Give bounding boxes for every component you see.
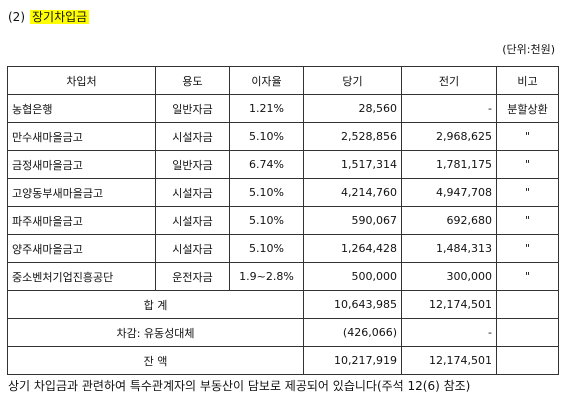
note-cell: "	[496, 262, 559, 291]
lender-cell: 중소벤처기업진흥공단	[7, 262, 156, 291]
unit-label: (단위:천원)	[502, 43, 555, 56]
total-current: 10,643,985	[303, 290, 402, 319]
rate-cell: 5.10%	[229, 122, 304, 151]
balance-label: 잔 액	[7, 346, 304, 375]
prior-cell: 1,781,175	[401, 150, 497, 179]
lender-cell: 농협은행	[7, 94, 156, 123]
lender-cell: 양주새마을금고	[7, 234, 156, 263]
lender-cell: 만수새마을금고	[7, 122, 156, 151]
header-prior: 전기	[401, 66, 497, 95]
header-rate: 이자율	[229, 66, 304, 95]
table-row: 만수새마을금고 시설자금 5.10% 2,528,856 2,968,625 "	[7, 122, 559, 151]
total-row: 합 계 10,643,985 12,174,501	[7, 290, 559, 319]
section-number: (2)	[8, 10, 25, 24]
reclass-row: 차감: 유동성대체 (426,066) -	[7, 318, 559, 347]
rate-cell: 5.10%	[229, 206, 304, 235]
prior-cell: 4,947,708	[401, 178, 497, 207]
rate-cell: 1.21%	[229, 94, 304, 123]
header-note: 비고	[496, 66, 559, 95]
total-prior: 12,174,501	[401, 290, 497, 319]
current-cell: 590,067	[303, 206, 402, 235]
balance-note	[496, 346, 559, 375]
balance-row: 잔 액 10,217,919 12,174,501	[7, 346, 559, 375]
table-header-row: 차입처 용도 이자율 당기 전기 비고	[7, 66, 559, 95]
note-cell: "	[496, 178, 559, 207]
rate-cell: 5.10%	[229, 178, 304, 207]
purpose-cell: 일반자금	[155, 150, 230, 179]
prior-cell: 300,000	[401, 262, 497, 291]
purpose-cell: 시설자금	[155, 122, 230, 151]
rate-cell: 5.10%	[229, 234, 304, 263]
prior-cell: 1,484,313	[401, 234, 497, 263]
purpose-cell: 일반자금	[155, 94, 230, 123]
note-cell: "	[496, 234, 559, 263]
prior-cell: 2,968,625	[401, 122, 497, 151]
balance-current: 10,217,919	[303, 346, 402, 375]
note-cell: "	[496, 150, 559, 179]
header-current: 당기	[303, 66, 402, 95]
table-row: 고양동부새마을금고 시설자금 5.10% 4,214,760 4,947,708…	[7, 178, 559, 207]
current-cell: 500,000	[303, 262, 402, 291]
table-row: 농협은행 일반자금 1.21% 28,560 - 분할상환	[7, 94, 559, 123]
current-cell: 1,264,428	[303, 234, 402, 263]
reclass-prior: -	[401, 318, 497, 347]
note-cell: "	[496, 206, 559, 235]
total-note	[496, 290, 559, 319]
section-heading: (2) 장기차입금	[8, 9, 90, 25]
lender-cell: 고양동부새마을금고	[7, 178, 156, 207]
long-term-borrowings-table: 차입처 용도 이자율 당기 전기 비고 농협은행 일반자금 1.21% 28,5…	[7, 66, 559, 375]
reclass-label: 차감: 유동성대체	[7, 318, 304, 347]
current-cell: 2,528,856	[303, 122, 402, 151]
purpose-cell: 운전자금	[155, 262, 230, 291]
current-cell: 1,517,314	[303, 150, 402, 179]
table-row: 금정새마을금고 일반자금 6.74% 1,517,314 1,781,175 "	[7, 150, 559, 179]
total-label: 합 계	[7, 290, 304, 319]
lender-cell: 파주새마을금고	[7, 206, 156, 235]
footnote: 상기 차입금과 관련하여 특수관계자의 부동산이 담보로 제공되어 있습니다(주…	[8, 379, 471, 393]
balance-prior: 12,174,501	[401, 346, 497, 375]
header-purpose: 용도	[155, 66, 230, 95]
table-row: 파주새마을금고 시설자금 5.10% 590,067 692,680 "	[7, 206, 559, 235]
lender-cell: 금정새마을금고	[7, 150, 156, 179]
prior-cell: -	[401, 94, 497, 123]
rate-cell: 6.74%	[229, 150, 304, 179]
table-row: 양주새마을금고 시설자금 5.10% 1,264,428 1,484,313 "	[7, 234, 559, 263]
reclass-note	[496, 318, 559, 347]
purpose-cell: 시설자금	[155, 178, 230, 207]
table-row: 중소벤처기업진흥공단 운전자금 1.9~2.8% 500,000 300,000…	[7, 262, 559, 291]
note-cell: "	[496, 122, 559, 151]
current-cell: 4,214,760	[303, 178, 402, 207]
note-cell: 분할상환	[496, 94, 559, 123]
section-title: 장기차입금	[30, 10, 90, 24]
header-lender: 차입처	[7, 66, 156, 95]
prior-cell: 692,680	[401, 206, 497, 235]
reclass-current: (426,066)	[303, 318, 402, 347]
purpose-cell: 시설자금	[155, 234, 230, 263]
purpose-cell: 시설자금	[155, 206, 230, 235]
rate-cell: 1.9~2.8%	[229, 262, 304, 291]
current-cell: 28,560	[303, 94, 402, 123]
